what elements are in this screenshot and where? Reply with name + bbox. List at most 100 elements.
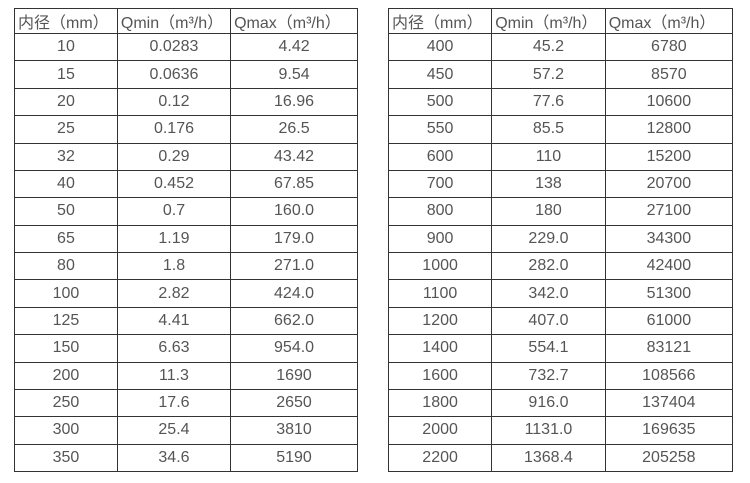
table-cell: 10600 bbox=[604, 87, 734, 117]
table-row: 2200 1368.4 205258 bbox=[387, 443, 734, 473]
table-cell: 916.0 bbox=[491, 388, 606, 418]
table-cell: 0.452 bbox=[116, 169, 232, 199]
table-row: 550 85.5 12800 bbox=[387, 115, 734, 144]
header-row: 内径（mm） Qmin（m³/h） Qmax（m³/h） bbox=[14, 8, 358, 34]
table-cell: 34.6 bbox=[116, 443, 232, 473]
table-row: 1100 342.0 51300 bbox=[387, 279, 734, 308]
table-cell: 138 bbox=[491, 169, 606, 199]
table-cell: 1.8 bbox=[116, 251, 232, 281]
table-cell: 500 bbox=[387, 87, 493, 117]
table-row: 250 17.6 2650 bbox=[14, 388, 358, 418]
table-cell: 1400 bbox=[387, 334, 493, 363]
table-row: 400 45.2 6780 bbox=[387, 32, 734, 62]
table-cell: 20 bbox=[14, 87, 118, 117]
table-cell: 1600 bbox=[387, 361, 493, 390]
table-header: 内径（mm） Qmin（m³/h） Qmax（m³/h） bbox=[14, 8, 358, 34]
table-cell: 550 bbox=[387, 115, 493, 144]
table-cell: 1131.0 bbox=[491, 416, 606, 445]
table-cell: 150 bbox=[14, 334, 118, 363]
table-cell: 32 bbox=[14, 142, 118, 171]
table-cell: 0.0636 bbox=[116, 60, 232, 89]
table-row: 350 34.6 5190 bbox=[14, 443, 358, 473]
table-row: 1200 407.0 61000 bbox=[387, 306, 734, 336]
table-cell: 61000 bbox=[604, 306, 734, 336]
table-cell: 300 bbox=[14, 416, 118, 445]
table-row: 100 2.82 424.0 bbox=[14, 279, 358, 308]
table-row: 200 11.3 1690 bbox=[14, 361, 358, 390]
table-cell: 2.82 bbox=[116, 279, 232, 308]
column-header: Qmin（m³/h） bbox=[491, 8, 606, 34]
table-cell: 43.42 bbox=[230, 142, 358, 171]
table-row: 900 229.0 34300 bbox=[387, 224, 734, 254]
table-cell: 1100 bbox=[387, 279, 493, 308]
table-cell: 2650 bbox=[230, 388, 358, 418]
table-row: 65 1.19 179.0 bbox=[14, 224, 358, 254]
table-cell: 2200 bbox=[387, 443, 493, 473]
table-cell: 15200 bbox=[604, 142, 734, 171]
column-header: 内径（mm） bbox=[14, 8, 118, 34]
table-cell: 271.0 bbox=[230, 251, 358, 281]
table-cell: 26.5 bbox=[230, 115, 358, 144]
table-header: 内径（mm） Qmin（m³/h） Qmax（m³/h） bbox=[387, 8, 734, 34]
table-row: 1000 282.0 42400 bbox=[387, 251, 734, 281]
table-cell: 6780 bbox=[604, 32, 734, 62]
table-cell: 342.0 bbox=[491, 279, 606, 308]
table-cell: 10 bbox=[14, 32, 118, 62]
table-cell: 83121 bbox=[604, 334, 734, 363]
flow-table-small-diameters: 内径（mm） Qmin（m³/h） Qmax（m³/h） 10 0.0283 4.42 1… bbox=[14, 8, 358, 473]
table-cell: 8570 bbox=[604, 60, 734, 89]
table-cell: 800 bbox=[387, 197, 493, 226]
table-cell: 1690 bbox=[230, 361, 358, 390]
table-cell: 108566 bbox=[604, 361, 734, 390]
table-row: 1400 554.1 83121 bbox=[387, 334, 734, 363]
table-cell: 200 bbox=[14, 361, 118, 390]
table-cell: 662.0 bbox=[230, 306, 358, 336]
table-body: 400 45.2 6780 450 57.2 8570 500 77.6 10600 550 85.… bbox=[387, 32, 734, 473]
table-cell: 25 bbox=[14, 115, 118, 144]
table-cell: 0.0283 bbox=[116, 32, 232, 62]
table-cell: 3810 bbox=[230, 416, 358, 445]
table-cell: 205258 bbox=[604, 443, 734, 473]
table-cell: 282.0 bbox=[491, 251, 606, 281]
table-cell: 11.3 bbox=[116, 361, 232, 390]
table-cell: 400 bbox=[387, 32, 493, 62]
table-cell: 1000 bbox=[387, 251, 493, 281]
table-cell: 1200 bbox=[387, 306, 493, 336]
table-row: 20 0.12 16.96 bbox=[14, 87, 358, 117]
table-cell: 600 bbox=[387, 142, 493, 171]
table-cell: 350 bbox=[14, 443, 118, 473]
table-row: 300 25.4 3810 bbox=[14, 416, 358, 445]
table-cell: 50 bbox=[14, 197, 118, 226]
table-row: 15 0.0636 9.54 bbox=[14, 60, 358, 89]
table-cell: 424.0 bbox=[230, 279, 358, 308]
table-cell: 0.176 bbox=[116, 115, 232, 144]
table-cell: 229.0 bbox=[491, 224, 606, 254]
table-cell: 450 bbox=[387, 60, 493, 89]
table-cell: 5190 bbox=[230, 443, 358, 473]
table-cell: 954.0 bbox=[230, 334, 358, 363]
column-header: Qmin（m³/h） bbox=[116, 8, 232, 34]
column-header: Qmax（m³/h） bbox=[230, 8, 358, 34]
table-cell: 25.4 bbox=[116, 416, 232, 445]
table-cell: 700 bbox=[387, 169, 493, 199]
table-row: 80 1.8 271.0 bbox=[14, 251, 358, 281]
table-cell: 16.96 bbox=[230, 87, 358, 117]
table-cell: 6.63 bbox=[116, 334, 232, 363]
table-cell: 12800 bbox=[604, 115, 734, 144]
table-row: 450 57.2 8570 bbox=[387, 60, 734, 89]
table-row: 150 6.63 954.0 bbox=[14, 334, 358, 363]
column-header: Qmax（m³/h） bbox=[604, 8, 734, 34]
table-row: 25 0.176 26.5 bbox=[14, 115, 358, 144]
table-cell: 125 bbox=[14, 306, 118, 336]
table-cell: 77.6 bbox=[491, 87, 606, 117]
table-cell: 180 bbox=[491, 197, 606, 226]
table-cell: 110 bbox=[491, 142, 606, 171]
table-cell: 85.5 bbox=[491, 115, 606, 144]
table-cell: 732.7 bbox=[491, 361, 606, 390]
table-cell: 900 bbox=[387, 224, 493, 254]
table-cell: 407.0 bbox=[491, 306, 606, 336]
header-row: 内径（mm） Qmin（m³/h） Qmax（m³/h） bbox=[387, 8, 734, 34]
table-cell: 51300 bbox=[604, 279, 734, 308]
column-header: 内径（mm） bbox=[387, 8, 493, 34]
table-row: 10 0.0283 4.42 bbox=[14, 32, 358, 62]
